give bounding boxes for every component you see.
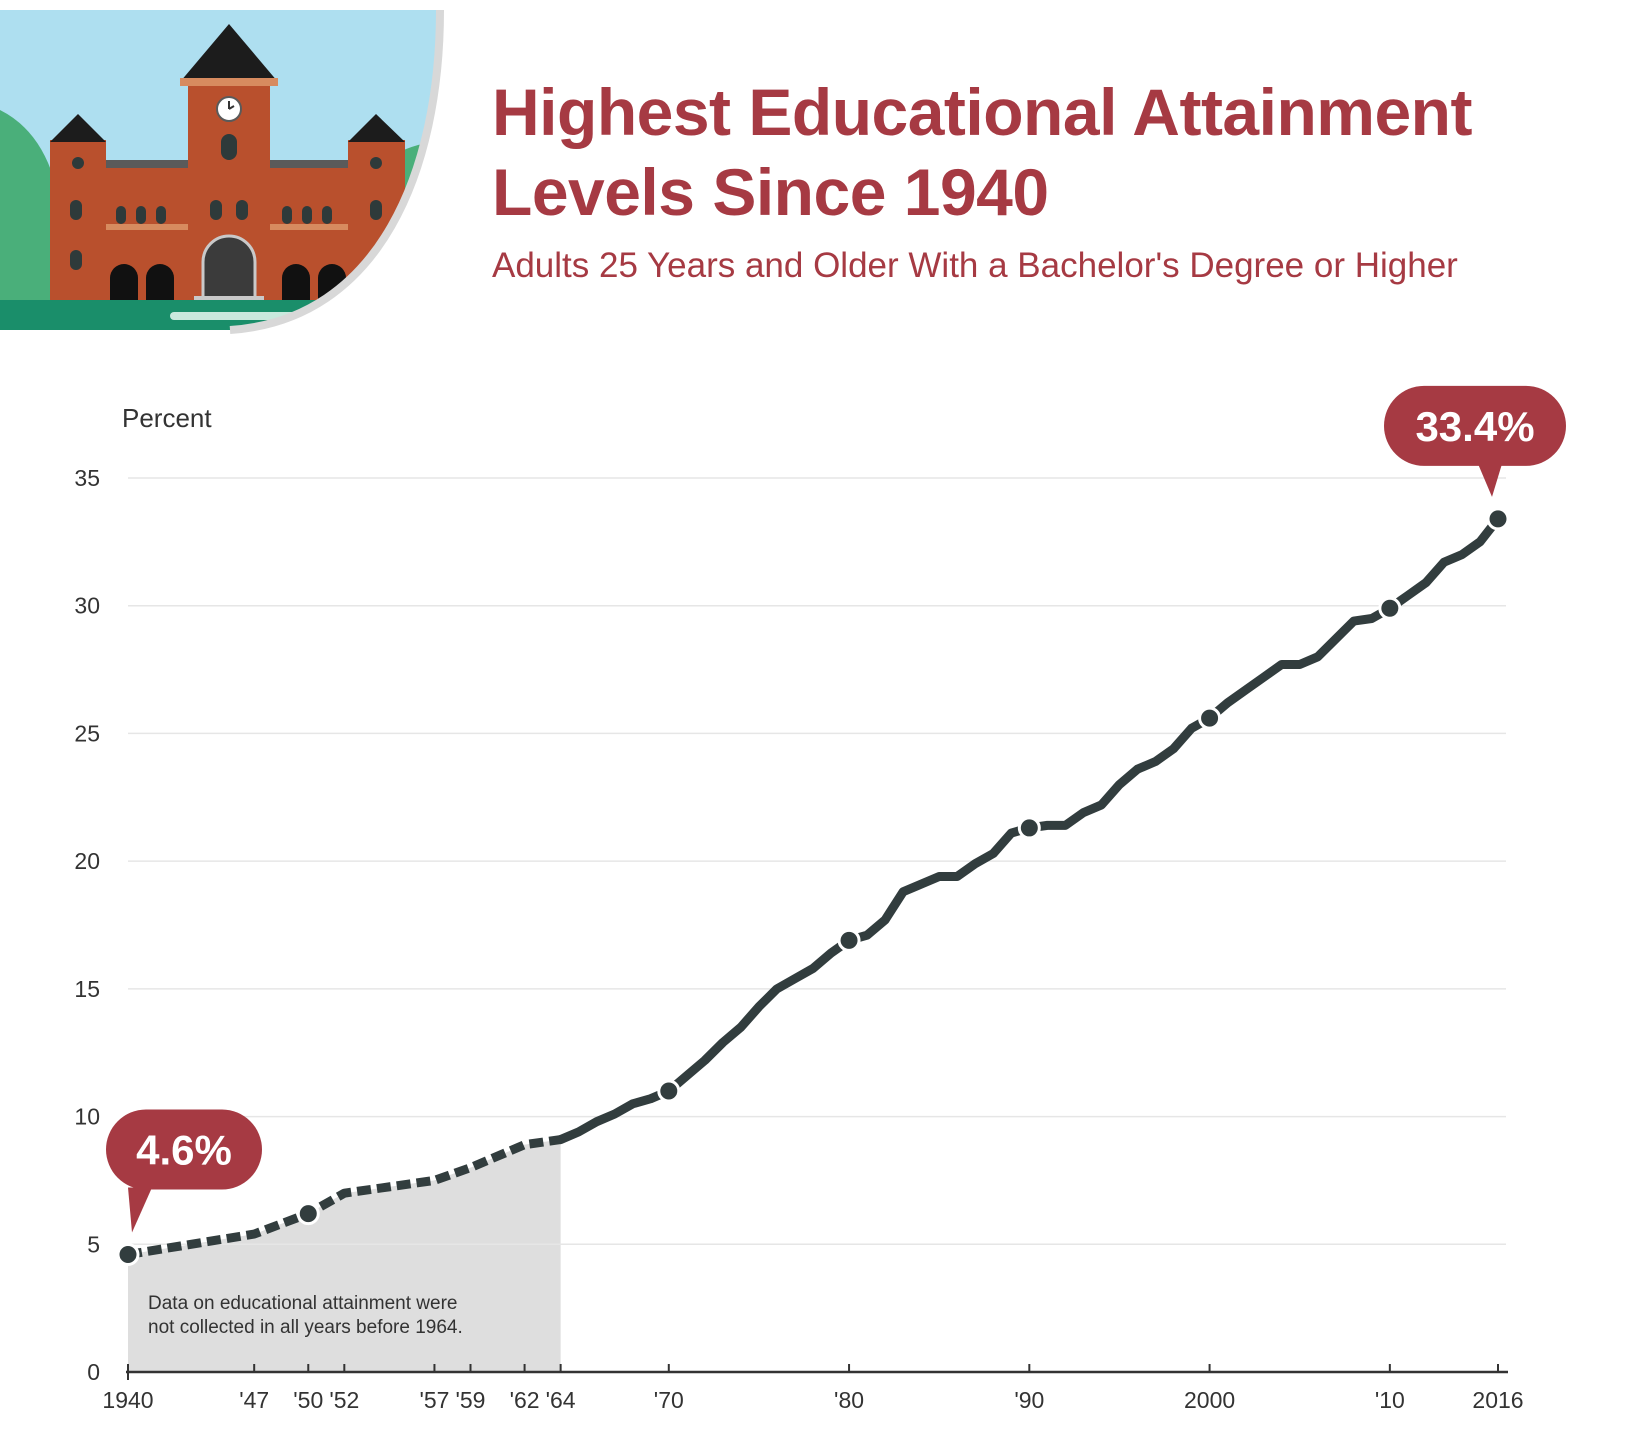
- y-tick-label: 20: [74, 848, 100, 874]
- right-tower-roof: [348, 114, 405, 142]
- page-title: Highest Educational Attainment Levels Si…: [492, 72, 1472, 232]
- y-tick-label: 35: [74, 465, 100, 491]
- x-tick-label: '50: [293, 1387, 323, 1413]
- data-point-marker: [116, 1243, 140, 1267]
- series-line-solid: [556, 514, 1503, 1145]
- x-tick-label: '10: [1375, 1387, 1405, 1413]
- title-line-1: Highest Educational Attainment: [492, 75, 1472, 149]
- x-tick-label: '57: [419, 1387, 449, 1413]
- left-tower-roof: [50, 114, 106, 142]
- x-tick-label: '52: [329, 1387, 359, 1413]
- data-point-marker: [657, 1079, 681, 1103]
- x-tick-label: '70: [654, 1387, 684, 1413]
- data-point-marker: [1486, 507, 1510, 531]
- x-tick-label: '47: [239, 1387, 269, 1413]
- callout-pointer: [128, 1187, 152, 1233]
- callout-bubble: [106, 1109, 262, 1190]
- callout-label: 33.4%: [1415, 403, 1534, 450]
- callout-pointer: [1478, 463, 1502, 497]
- data-point-marker: [296, 1202, 320, 1226]
- data-point-marker: [1378, 596, 1402, 620]
- y-tick-label: 10: [74, 1104, 100, 1130]
- x-tick-label: 2016: [1472, 1387, 1523, 1413]
- x-tick-label: '62: [510, 1387, 540, 1413]
- shaded-region: [128, 1139, 561, 1372]
- title-line-2: Levels Since 1940: [492, 155, 1049, 229]
- callout-bubble: [1384, 385, 1566, 466]
- y-tick-label: 30: [74, 593, 100, 619]
- shaded-region-note-line-1: Data on educational attainment were: [148, 1293, 457, 1314]
- shaded-region-note-line-2: not collected in all years before 1964.: [148, 1317, 463, 1338]
- series-line-dashed: [127, 1135, 562, 1259]
- y-tick-label: 0: [87, 1359, 100, 1385]
- x-tick-label: 2000: [1184, 1387, 1235, 1413]
- clock-tower-roof: [180, 24, 278, 82]
- y-axis-title: Percent: [122, 403, 212, 433]
- y-tick-label: 5: [87, 1231, 100, 1257]
- hills: [0, 110, 64, 320]
- y-tick-label: 25: [74, 720, 100, 746]
- x-tick-label: '64: [546, 1387, 576, 1413]
- y-tick-label: 15: [74, 976, 100, 1002]
- x-tick-label: '90: [1014, 1387, 1044, 1413]
- university-building-illustration: [0, 9, 444, 334]
- x-tick-label: '59: [456, 1387, 486, 1413]
- x-tick-label: 1940: [102, 1387, 153, 1413]
- callout-start: 4.6%: [106, 1109, 262, 1233]
- callout-label: 4.6%: [136, 1127, 232, 1174]
- entrance-door: [201, 234, 257, 302]
- callout-end: 33.4%: [1384, 385, 1566, 497]
- data-point-marker: [837, 928, 861, 952]
- page-subtitle: Adults 25 Years and Older With a Bachelo…: [492, 246, 1458, 285]
- data-point-marker: [1198, 706, 1222, 730]
- data-point-marker: [1017, 816, 1041, 840]
- x-tick-label: '80: [834, 1387, 864, 1413]
